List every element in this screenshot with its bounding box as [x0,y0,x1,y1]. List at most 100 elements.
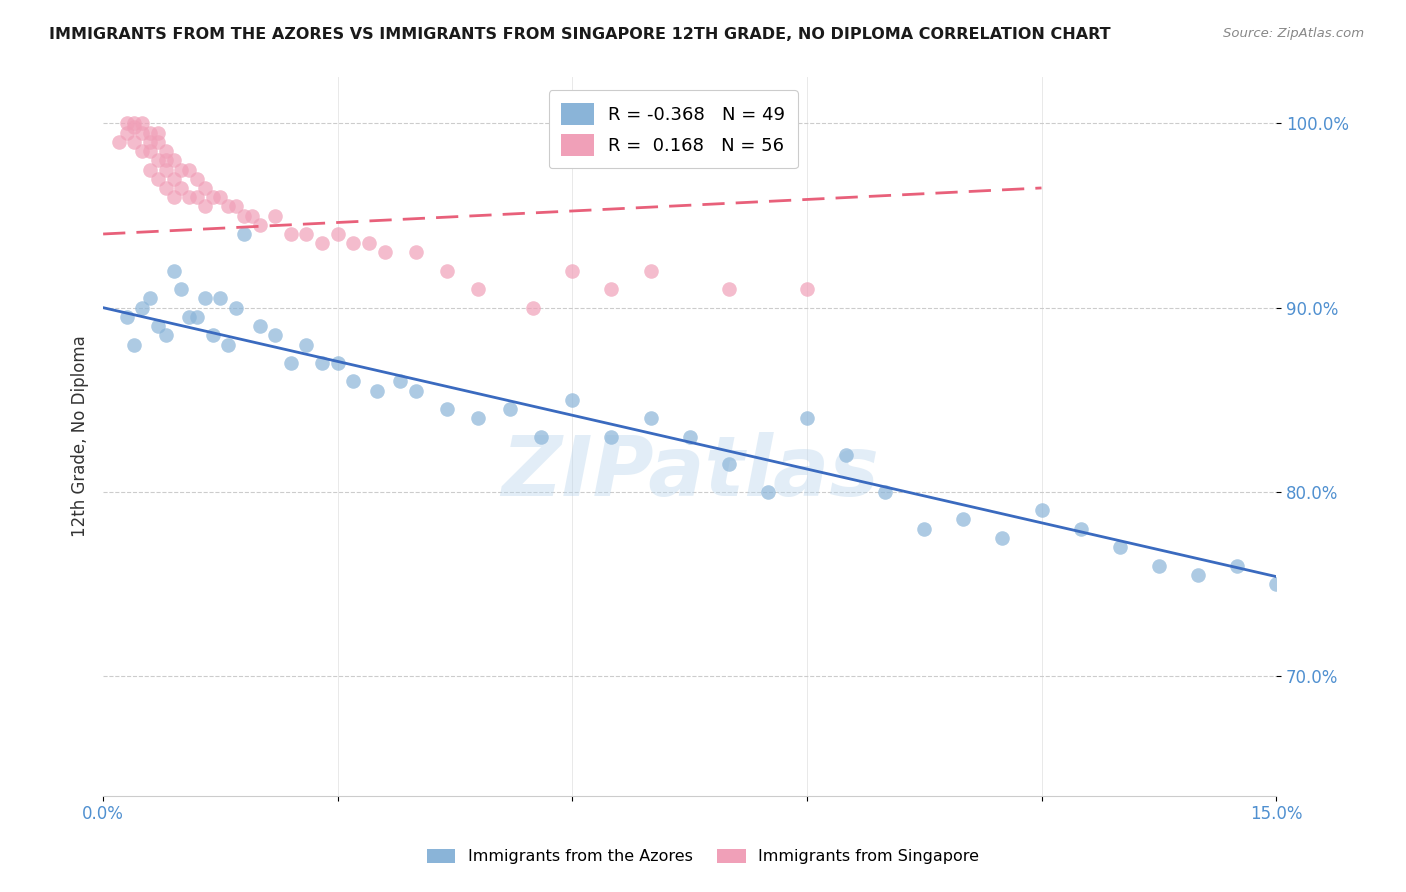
Point [146,153,169,168]
Point [280,227,302,241]
Point [155,181,177,195]
Point [796,282,818,296]
Point [162,264,184,278]
Point [561,264,583,278]
Point [436,401,458,416]
Point [155,153,177,168]
Point [146,135,169,149]
Point [170,181,193,195]
Point [124,120,146,135]
Point [835,448,858,462]
Point [186,310,208,324]
Point [952,512,974,526]
Point [107,135,129,149]
Point [311,356,333,370]
Point [139,162,162,177]
Point [264,209,287,223]
Point [522,301,544,315]
Point [115,126,138,140]
Point [162,153,184,168]
Point [186,190,208,204]
Point [155,144,177,158]
Point [1108,540,1130,554]
Point [131,144,153,158]
Point [131,126,153,140]
Point [717,457,740,471]
Point [194,181,217,195]
Point [194,292,217,306]
Point [640,411,662,425]
Point [326,227,349,241]
Point [179,190,201,204]
Text: IMMIGRANTS FROM THE AZORES VS IMMIGRANTS FROM SINGAPORE 12TH GRADE, NO DIPLOMA C: IMMIGRANTS FROM THE AZORES VS IMMIGRANTS… [49,27,1111,42]
Point [1187,567,1209,582]
Point [115,116,138,130]
Point [162,190,184,204]
Point [146,319,169,334]
Text: ZIPatlas: ZIPatlas [501,432,879,513]
Point [249,218,271,232]
Point [912,522,935,536]
Point [146,126,169,140]
Point [139,135,162,149]
Point [342,236,364,251]
Point [678,429,700,443]
Point [389,375,412,389]
Point [264,328,287,343]
Point [186,171,208,186]
Point [146,171,169,186]
Point [366,384,388,398]
Point [467,411,489,425]
Point [232,227,254,241]
Point [756,484,779,499]
Point [179,310,201,324]
Point [155,328,177,343]
Point [124,135,146,149]
Point [1226,558,1249,573]
Point [124,116,146,130]
Point [326,356,349,370]
Point [342,375,364,389]
Point [124,337,146,351]
Point [194,199,217,213]
Text: Source: ZipAtlas.com: Source: ZipAtlas.com [1223,27,1364,40]
Point [139,144,162,158]
Point [311,236,333,251]
Point [225,199,247,213]
Point [240,209,263,223]
Point [209,190,232,204]
Point [405,384,427,398]
Point [467,282,489,296]
Point [1147,558,1170,573]
Point [201,190,224,204]
Point [1070,522,1092,536]
Point [170,162,193,177]
Point [217,199,239,213]
Point [201,328,224,343]
Point [139,292,162,306]
Y-axis label: 12th Grade, No Diploma: 12th Grade, No Diploma [72,335,89,538]
Point [139,126,162,140]
Point [561,392,583,407]
Point [217,337,239,351]
Point [209,292,232,306]
Point [405,245,427,260]
Point [796,411,818,425]
Point [640,264,662,278]
Point [499,401,522,416]
Point [600,429,623,443]
Point [991,531,1014,545]
Point [179,162,201,177]
Legend: Immigrants from the Azores, Immigrants from Singapore: Immigrants from the Azores, Immigrants f… [420,842,986,871]
Point [436,264,458,278]
Point [600,282,623,296]
Legend: R = -0.368   N = 49, R =  0.168   N = 56: R = -0.368 N = 49, R = 0.168 N = 56 [548,90,797,169]
Point [225,301,247,315]
Point [295,337,318,351]
Point [170,282,193,296]
Point [717,282,740,296]
Point [530,429,553,443]
Point [374,245,396,260]
Point [155,162,177,177]
Point [1031,503,1053,517]
